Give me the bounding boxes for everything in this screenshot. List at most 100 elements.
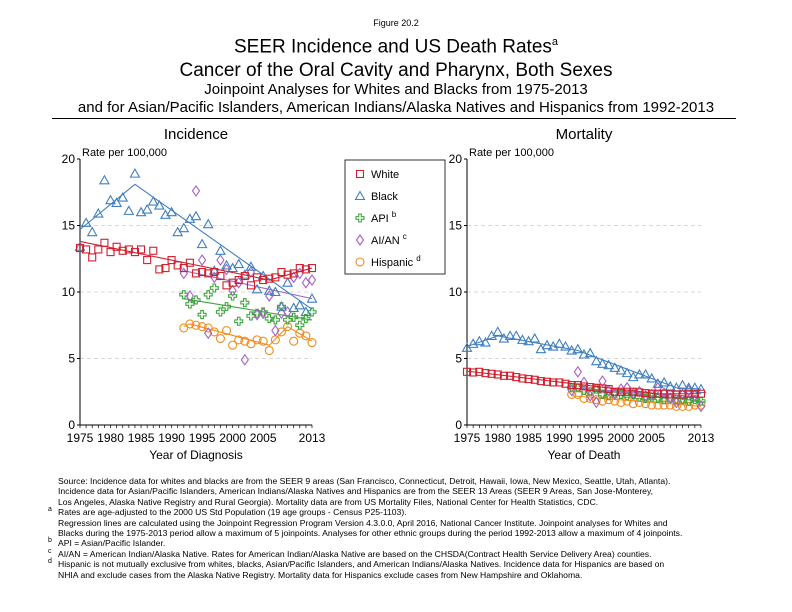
x-tick-label: 1990 bbox=[546, 431, 573, 445]
panel-title: Incidence bbox=[164, 126, 228, 143]
y-tick-label: 5 bbox=[68, 352, 75, 366]
data-point bbox=[216, 254, 225, 267]
data-point bbox=[216, 271, 225, 281]
data-point bbox=[123, 205, 135, 215]
legend-label: Hispanic d bbox=[371, 254, 421, 269]
data-point bbox=[572, 343, 584, 354]
data-point bbox=[499, 371, 508, 380]
data-point bbox=[221, 259, 232, 270]
data-point bbox=[190, 210, 202, 221]
data-point bbox=[301, 331, 311, 341]
data-point bbox=[259, 275, 268, 285]
footnote-text: NHIA and exclude cases from the Alaska N… bbox=[58, 569, 583, 580]
data-point bbox=[124, 245, 133, 254]
data-point bbox=[585, 389, 595, 402]
data-point bbox=[75, 244, 85, 253]
data-point bbox=[653, 389, 662, 398]
data-point bbox=[652, 378, 664, 388]
data-point bbox=[684, 401, 694, 411]
legend-label: White bbox=[371, 169, 399, 181]
y-tick-label: 10 bbox=[62, 285, 76, 299]
data-point bbox=[524, 375, 533, 384]
data-point bbox=[536, 377, 545, 386]
footnote-text: Hispanic is not mutually exclusive from … bbox=[58, 559, 665, 570]
data-point bbox=[584, 347, 596, 358]
data-point bbox=[516, 334, 528, 344]
data-point bbox=[228, 340, 238, 350]
data-point bbox=[86, 226, 98, 237]
data-point bbox=[493, 370, 502, 379]
data-point bbox=[185, 299, 195, 309]
footnote-text: Incidence data for Asian/Pacific Islande… bbox=[58, 486, 654, 497]
data-point bbox=[203, 290, 213, 300]
footnote: c AI/AN = American Indian/Alaska Native. … bbox=[48, 547, 785, 559]
footnote: Los Angeles, Alaska Native Registry and … bbox=[50, 497, 785, 507]
data-point bbox=[221, 326, 232, 336]
data-point bbox=[179, 267, 188, 280]
data-point bbox=[609, 362, 621, 372]
data-point bbox=[198, 267, 207, 277]
data-point bbox=[143, 256, 152, 265]
x-tick-label: 2013 bbox=[688, 431, 715, 445]
data-point bbox=[191, 269, 201, 278]
data-point bbox=[82, 245, 91, 254]
data-point bbox=[541, 339, 553, 350]
data-point bbox=[117, 191, 129, 202]
y-tick-label: 15 bbox=[62, 219, 76, 233]
data-point bbox=[628, 399, 638, 409]
data-point bbox=[295, 320, 305, 330]
data-point bbox=[155, 265, 164, 274]
data-point bbox=[215, 333, 225, 344]
x-tick-label: 1995 bbox=[189, 431, 216, 445]
footnote: Source: Incidence data for whites and bl… bbox=[50, 476, 785, 486]
figure-label: Figure 20.2 bbox=[373, 18, 419, 28]
data-point bbox=[283, 315, 293, 325]
data-point bbox=[240, 271, 249, 281]
legend-item: White bbox=[355, 169, 399, 181]
data-point bbox=[179, 290, 189, 300]
footnote-text: Regression lines are calculated using th… bbox=[58, 517, 668, 528]
data-point bbox=[283, 270, 292, 279]
data-point bbox=[100, 238, 109, 247]
data-point bbox=[640, 368, 652, 379]
chart-incidence: Incidence Rate per 100,000 Year of Diagnos… bbox=[62, 126, 326, 462]
data-point bbox=[166, 206, 178, 217]
data-point bbox=[197, 254, 207, 267]
data-point bbox=[185, 319, 195, 329]
legend-footnote-mark: b bbox=[392, 210, 397, 219]
data-point bbox=[191, 320, 201, 330]
data-point bbox=[462, 367, 472, 376]
x-tick-label: 2005 bbox=[250, 431, 277, 445]
data-point bbox=[553, 338, 565, 348]
footnote-text: Rates are age-adjusted to the 2000 US St… bbox=[58, 507, 407, 518]
data-point bbox=[300, 306, 312, 317]
data-point bbox=[222, 263, 231, 276]
data-point bbox=[197, 322, 207, 332]
data-point bbox=[118, 246, 127, 255]
data-point bbox=[240, 336, 250, 346]
data-point bbox=[204, 327, 213, 340]
series-white bbox=[75, 238, 317, 290]
data-point bbox=[504, 330, 516, 340]
footnote-mark: a bbox=[48, 506, 52, 514]
data-point bbox=[586, 383, 595, 392]
data-point bbox=[94, 245, 103, 254]
footnote-mark: d bbox=[48, 558, 52, 566]
data-point bbox=[597, 358, 608, 368]
data-point bbox=[646, 372, 658, 383]
data-point bbox=[271, 273, 280, 282]
data-point bbox=[684, 389, 693, 398]
legend-item: Hispanic d bbox=[355, 254, 421, 269]
data-point bbox=[307, 337, 317, 348]
figure-title: SEER Incidence and US Death Ratesa bbox=[0, 36, 792, 58]
footnote-mark: c bbox=[48, 547, 52, 555]
data-point bbox=[191, 184, 201, 197]
x-tick-label: 1980 bbox=[484, 431, 511, 445]
data-point bbox=[215, 307, 225, 317]
footnote: Regression lines are calculated using th… bbox=[50, 518, 785, 528]
data-point bbox=[480, 336, 491, 347]
x-tick-label: 1975 bbox=[67, 431, 94, 445]
data-point bbox=[641, 399, 651, 409]
data-point bbox=[234, 316, 244, 326]
y-tick-label: 20 bbox=[449, 152, 463, 166]
